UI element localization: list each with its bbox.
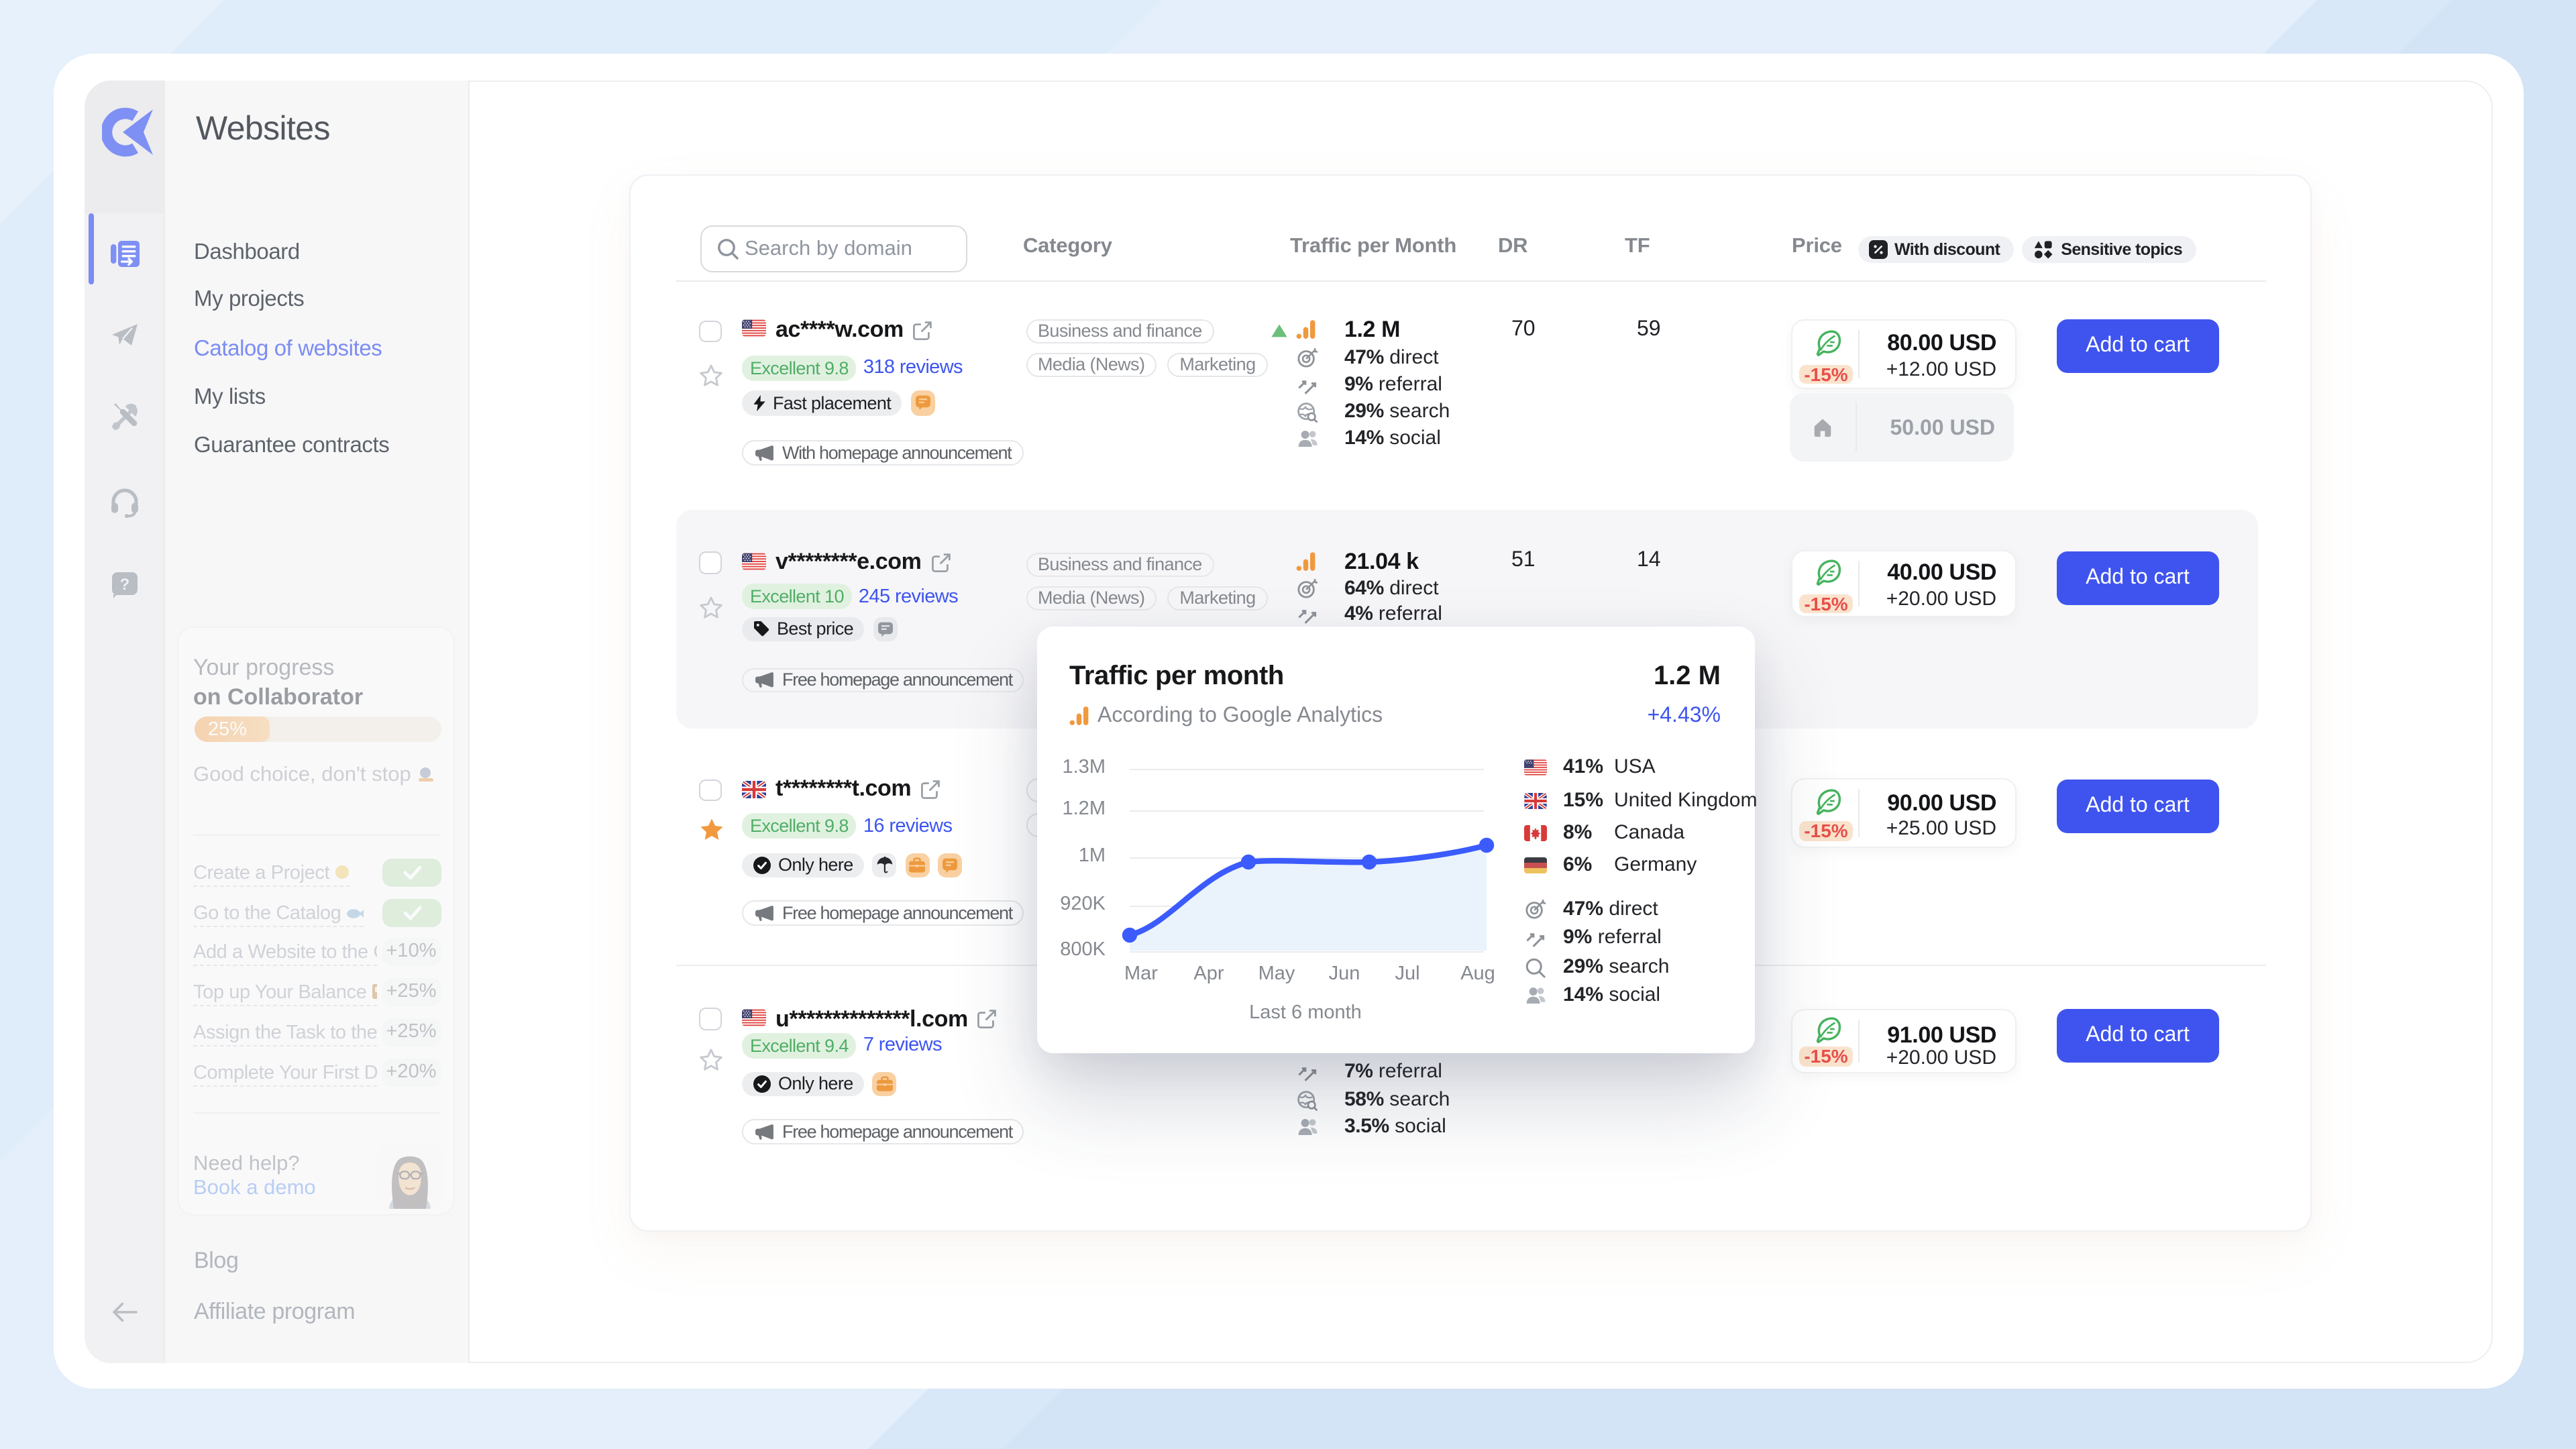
svg-text:?: ?: [120, 576, 130, 594]
